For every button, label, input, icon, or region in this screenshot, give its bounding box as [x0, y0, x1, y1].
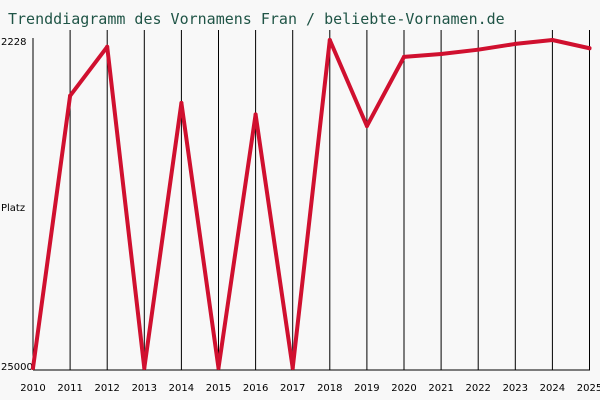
x-tick-label-2013: 2013: [132, 383, 157, 394]
x-tick-label-2021: 2021: [428, 383, 453, 394]
data-point-2024: [550, 38, 555, 42]
x-tick-label-2012: 2012: [94, 383, 119, 394]
x-tick-label-2019: 2019: [354, 383, 379, 394]
x-tick-label-2011: 2011: [57, 383, 82, 394]
x-tick-labels: 2010 2011 2012 2013 2014 2015 2016 2017 2018 2019…: [20, 383, 600, 394]
data-point-2022: [476, 47, 481, 52]
x-tick-label-2016: 2016: [243, 383, 268, 394]
x-tick-label-2014: 2014: [169, 383, 194, 394]
data-point-2019: [364, 124, 369, 129]
x-tick-label-2018: 2018: [317, 383, 342, 394]
y-tick-label-top: 2228: [1, 37, 26, 48]
data-point-2013: [142, 366, 147, 370]
x-tick-label-2017: 2017: [280, 383, 305, 394]
series-points: [31, 38, 592, 370]
data-point-2020: [402, 54, 406, 59]
x-tick-label-2015: 2015: [206, 383, 231, 394]
data-point-2018: [327, 38, 332, 42]
y-tick-label-bottom: 25000: [1, 362, 33, 373]
data-point-2014: [179, 100, 184, 105]
x-tick-label-2010: 2010: [20, 383, 45, 394]
y-axis-label: Platz: [1, 203, 25, 214]
data-point-2016: [253, 112, 258, 117]
data-point-2025: [587, 46, 592, 51]
data-point-2017: [290, 366, 295, 370]
data-point-2011: [68, 93, 73, 98]
data-point-2023: [513, 41, 518, 46]
x-tick-label-2023: 2023: [503, 383, 528, 394]
x-tick-label-2025: 2025: [577, 383, 600, 394]
grid-lines: [69, 30, 590, 370]
x-tick-label-2022: 2022: [465, 383, 490, 394]
data-point-2021: [439, 52, 444, 57]
series-line: [31, 38, 592, 370]
data-point-2012: [105, 44, 110, 49]
chart-title: Trenddiagramm des Vornamens Fran / belie…: [8, 10, 505, 28]
data-point-2010: [31, 366, 35, 370]
data-point-2015: [216, 366, 221, 370]
x-tick-label-2020: 2020: [391, 383, 416, 394]
x-tick-label-2024: 2024: [540, 383, 565, 394]
